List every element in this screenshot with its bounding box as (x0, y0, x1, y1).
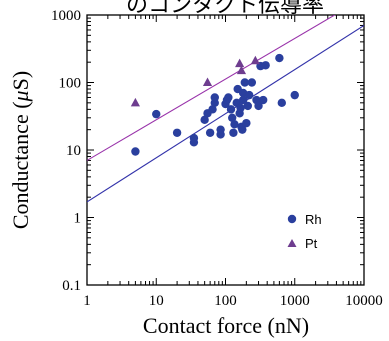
data-point-rh (189, 133, 199, 143)
fit-line (87, 24, 364, 203)
data-point-pt (235, 58, 245, 68)
data-point-rh (216, 130, 225, 139)
data-point-rh (172, 128, 182, 137)
data-point-rh (205, 128, 215, 137)
data-point-rh (243, 101, 253, 111)
data-point-pt (130, 97, 141, 107)
fit-line (87, 15, 336, 161)
data-point-rh (238, 95, 248, 105)
data-point-rh (200, 115, 209, 125)
data-points (130, 53, 299, 156)
data-point-rh (226, 105, 236, 114)
data-point-rh (229, 128, 238, 137)
data-point-rh (210, 93, 219, 102)
data-point-rh (240, 78, 250, 87)
data-point-rh (152, 109, 161, 119)
data-point-rh (131, 147, 140, 156)
data-point-pt (250, 55, 260, 65)
y-axis-title: Conductance (μS) (8, 71, 33, 229)
data-point-rh (245, 90, 254, 100)
data-point-rh (236, 103, 245, 113)
x-tick-label: 1 (83, 293, 91, 309)
data-point-rh (277, 98, 286, 108)
data-point-pt (202, 77, 213, 86)
y-tick-label: 10 (66, 143, 81, 159)
x-tick-label: 10000 (345, 293, 383, 309)
legend-label-pt: Pt (305, 236, 318, 251)
x-tick-label: 100 (214, 293, 237, 309)
y-tick-label: 1000 (51, 8, 81, 24)
legend: Rh Pt (287, 212, 322, 251)
x-tick-label: 1000 (280, 293, 310, 309)
y-tick-labels: 0.1 1 10 100 1000 (51, 8, 81, 294)
data-point-rh (258, 95, 268, 105)
x-tick-labels: 1 10 100 1000 10000 (83, 293, 383, 309)
plot-frame (86, 14, 365, 286)
data-point-rh (254, 101, 263, 111)
top-cut-text: のコンタクト伝導率 (126, 0, 324, 18)
y-tick-label: 1 (74, 211, 82, 227)
data-point-rh (224, 93, 233, 102)
y-tick-label: 100 (59, 76, 82, 92)
data-point-rh (247, 78, 257, 87)
data-point-rh (261, 61, 270, 70)
x-tick-label: 10 (149, 293, 164, 309)
axis-ticks (87, 15, 364, 285)
fit-lines (87, 15, 364, 203)
legend-label-rh: Rh (305, 212, 322, 227)
data-point-rh (228, 113, 237, 122)
x-axis-title: Contact force (nN) (143, 313, 309, 338)
data-point-rh (208, 105, 217, 114)
data-point-rh (238, 125, 247, 134)
data-point-rh (290, 90, 299, 100)
data-point-rh (275, 53, 284, 63)
data-point-rh (230, 120, 239, 129)
y-tick-label: 0.1 (62, 278, 81, 294)
data-point-pt (236, 65, 247, 75)
data-point-rh (242, 118, 251, 128)
legend-marker-pt (287, 239, 297, 247)
legend-marker-rh (287, 214, 297, 224)
